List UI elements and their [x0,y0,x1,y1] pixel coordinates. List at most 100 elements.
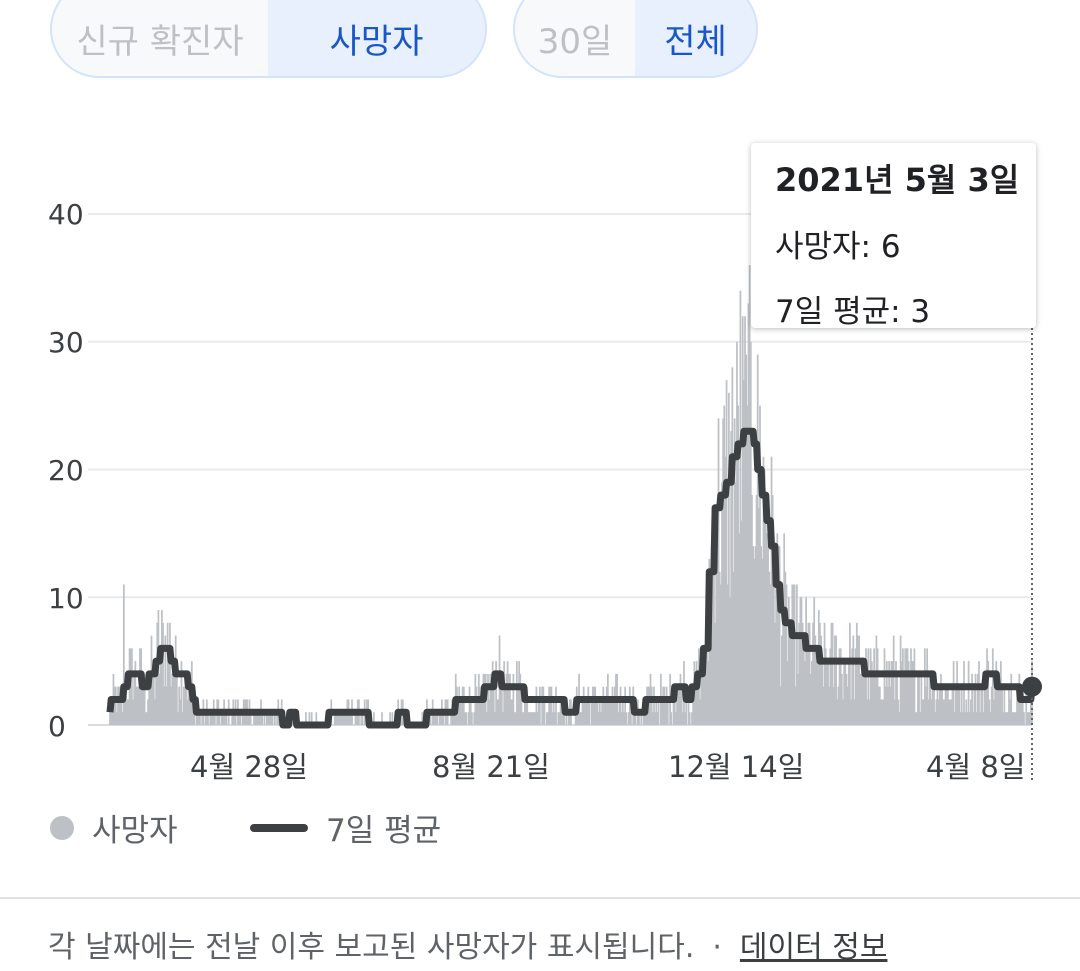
daily-death-bar [655,699,658,725]
daily-death-bar [802,648,805,725]
daily-death-bar [741,316,744,725]
daily-death-bar [233,712,236,725]
daily-death-bar [687,699,690,725]
daily-death-bar [613,686,616,725]
daily-death-bar [1002,712,1005,725]
daily-death-bar [602,686,605,725]
data-info-link[interactable]: 데이터 정보 [739,930,888,965]
y-tick-label: 40 [48,198,84,231]
daily-death-bar [503,661,506,725]
daily-death-bar [770,456,773,725]
daily-death-bar [132,699,134,725]
daily-death-bar [119,686,122,725]
daily-death-bar [820,635,822,725]
daily-death-bar [846,686,849,725]
daily-death-bar [755,495,758,725]
daily-death-bar [256,712,259,725]
daily-death-bar [148,686,151,725]
daily-death-bar [567,712,570,725]
daily-death-bar [465,712,467,725]
daily-death-bar [733,418,736,725]
daily-death-bar [238,712,240,725]
daily-death-bar [136,686,139,725]
daily-death-bar [268,712,270,725]
daily-death-bar [878,686,881,725]
range-option-all[interactable]: 전체 [635,0,756,76]
daily-death-bar [694,686,697,725]
daily-death-bar [813,597,816,725]
daily-death-bar [873,648,875,725]
daily-death-bar [995,661,998,725]
daily-death-bar [716,558,719,725]
daily-death-bar [471,712,473,725]
daily-death-bar [541,686,544,725]
daily-death-bar [663,686,666,725]
daily-death-bar [815,661,818,725]
daily-death-bar [970,699,972,725]
daily-death-bar [120,686,123,725]
daily-death-bar [114,686,117,725]
daily-death-bar [730,431,733,725]
daily-death-bar [870,661,873,725]
daily-death-bar [500,686,503,725]
daily-death-bar [184,686,186,725]
daily-death-bar [854,648,857,725]
daily-death-bar [462,686,465,725]
range-toggle: 30일 전체 [513,0,758,78]
daily-death-bar [257,712,260,725]
daily-death-bar [261,712,264,725]
daily-death-bar [957,686,960,725]
daily-death-bar [922,699,925,725]
daily-death-bar [725,380,728,725]
daily-death-bar [864,673,866,725]
daily-death-bar [827,661,829,725]
daily-death-bar [109,712,111,725]
daily-death-bar [533,712,535,725]
daily-death-bar [881,699,884,725]
daily-death-bar [586,699,589,725]
daily-death-bar [971,673,973,725]
daily-death-bar [662,686,665,725]
daily-death-bar [893,699,896,725]
daily-death-bar [653,686,655,725]
daily-death-bar [862,673,865,725]
daily-death-bar [865,648,867,725]
daily-death-bar [164,635,167,725]
range-option-30-days[interactable]: 30일 [515,0,636,76]
metric-option-cases[interactable]: 신규 확진자 [52,0,268,76]
daily-death-bar [507,673,510,725]
daily-death-bar [775,558,778,725]
legend-dot-icon [50,815,74,840]
daily-death-bar [911,661,914,725]
daily-death-bar [143,673,146,725]
daily-death-bar [665,686,668,725]
daily-death-bar [822,686,825,725]
daily-death-bar [525,699,527,725]
daily-death-bar [772,584,775,725]
metric-option-deaths[interactable]: 사망자 [268,0,485,76]
daily-death-bar [648,686,651,725]
daily-death-bar [458,686,461,725]
daily-death-bar [666,699,669,725]
daily-death-bar [528,712,531,725]
daily-death-bar [1016,686,1018,725]
daily-death-bar [587,686,590,725]
y-tick-label: 10 [48,582,84,615]
daily-death-bar [630,712,632,725]
deaths-chart[interactable] [0,0,1080,800]
daily-death-bar [724,456,727,725]
daily-death-bar [701,673,704,725]
daily-death-bar [823,622,826,725]
daily-death-bar [849,622,851,725]
daily-death-bar [744,316,746,725]
daily-death-bar [1025,686,1028,725]
daily-death-bar [459,699,462,725]
daily-death-bar [943,699,946,725]
daily-death-bar [899,635,902,725]
daily-death-bar [389,712,391,725]
daily-death-bar [165,686,168,725]
daily-death-bar [195,712,198,725]
daily-death-bar [218,712,221,725]
daily-death-bar [702,648,705,725]
daily-death-bar [651,712,654,725]
